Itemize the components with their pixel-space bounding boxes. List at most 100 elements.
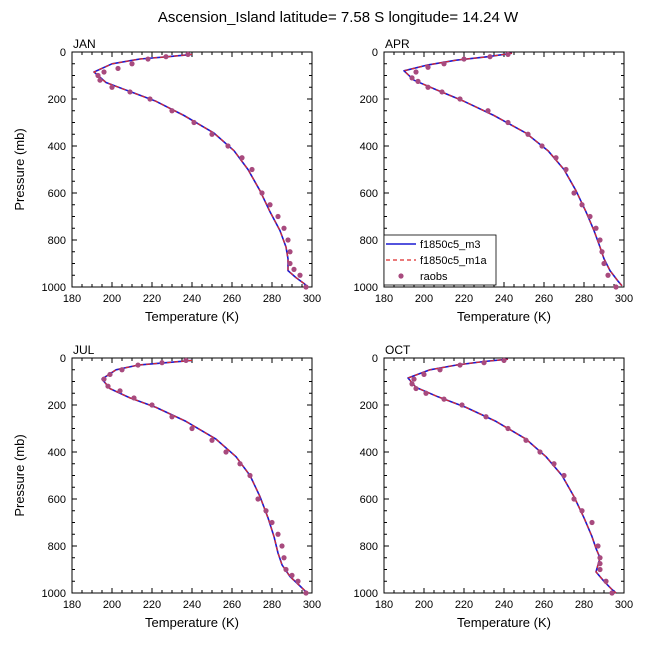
y-tick-label: 400 bbox=[360, 447, 378, 459]
x-tick-label: 220 bbox=[143, 293, 161, 305]
legend-label: raobs bbox=[420, 271, 448, 283]
figure-title: Ascension_Island latitude= 7.58 S longit… bbox=[158, 9, 519, 26]
x-tick-label: 240 bbox=[495, 599, 513, 611]
raobs-point bbox=[105, 383, 111, 389]
raobs-point bbox=[525, 131, 531, 137]
raobs-point bbox=[483, 414, 489, 420]
raobs-point bbox=[461, 56, 467, 62]
raobs-point bbox=[295, 578, 301, 584]
raobs-point bbox=[289, 572, 295, 578]
raobs-point bbox=[597, 566, 603, 573]
raobs-point bbox=[597, 561, 603, 567]
raobs-point bbox=[605, 272, 611, 278]
raobs-point bbox=[185, 51, 191, 57]
x-tick-label: 280 bbox=[263, 293, 281, 305]
raobs-point bbox=[275, 531, 281, 537]
legend-marker-raobs bbox=[398, 273, 404, 279]
plot-frame bbox=[383, 357, 625, 594]
plot-frame bbox=[71, 357, 313, 594]
raobs-point bbox=[275, 213, 281, 220]
x-axis-label: Temperature (K) bbox=[457, 309, 551, 324]
x-tick-label: 300 bbox=[615, 599, 633, 611]
y-tick-label: 0 bbox=[372, 353, 378, 365]
raobs-point bbox=[485, 108, 491, 114]
x-axis-label: Temperature (K) bbox=[145, 615, 239, 630]
raobs-point bbox=[571, 190, 577, 196]
raobs-point bbox=[613, 284, 619, 290]
x-tick-label: 240 bbox=[495, 293, 513, 305]
raobs-point bbox=[597, 555, 603, 561]
raobs-point bbox=[209, 131, 215, 137]
raobs-point bbox=[579, 202, 585, 208]
raobs-point bbox=[601, 260, 607, 267]
raobs-point bbox=[281, 555, 287, 561]
raobs-point bbox=[145, 56, 151, 62]
x-tick-label: 220 bbox=[143, 599, 161, 611]
panel-label: JAN bbox=[73, 37, 96, 51]
y-tick-label: 800 bbox=[360, 541, 378, 553]
raobs-point bbox=[599, 249, 605, 255]
raobs-point bbox=[579, 508, 585, 514]
panel-label: OCT bbox=[385, 343, 411, 357]
raobs-point bbox=[285, 237, 291, 243]
legend-label: f1850c5_m3 bbox=[420, 239, 481, 251]
y-tick-label: 200 bbox=[48, 400, 66, 412]
raobs-point bbox=[117, 388, 123, 394]
y-tick-label: 800 bbox=[360, 235, 378, 247]
raobs-point bbox=[163, 54, 169, 60]
raobs-point bbox=[291, 266, 297, 272]
x-tick-label: 240 bbox=[183, 293, 201, 305]
x-tick-label: 200 bbox=[103, 293, 121, 305]
x-tick-label: 280 bbox=[575, 599, 593, 611]
y-tick-label: 800 bbox=[48, 235, 66, 247]
raobs-point bbox=[523, 437, 529, 443]
raobs-point bbox=[553, 155, 559, 161]
raobs-point bbox=[149, 402, 155, 408]
x-tick-label: 300 bbox=[615, 293, 633, 305]
raobs-point bbox=[609, 590, 615, 596]
raobs-point bbox=[411, 376, 417, 382]
raobs-point bbox=[415, 78, 421, 84]
y-tick-label: 600 bbox=[360, 494, 378, 506]
raobs-point bbox=[303, 284, 309, 290]
raobs-point bbox=[421, 371, 427, 378]
raobs-point bbox=[505, 119, 511, 126]
raobs-point bbox=[501, 357, 507, 363]
y-tick-label: 200 bbox=[48, 94, 66, 106]
panel-jul: 180 200 220 240 260 280 300 0 200 400 600 800 1000 JU… bbox=[12, 343, 321, 630]
raobs-point bbox=[537, 449, 543, 455]
raobs-point bbox=[115, 65, 121, 72]
raobs-point bbox=[441, 396, 447, 402]
raobs-point bbox=[135, 362, 141, 368]
y-tick-label: 600 bbox=[48, 494, 66, 506]
raobs-point bbox=[97, 77, 103, 83]
raobs-point bbox=[107, 371, 113, 378]
raobs-point bbox=[425, 64, 431, 70]
raobs-point bbox=[437, 367, 443, 373]
y-tick-label: 400 bbox=[48, 141, 66, 153]
raobs-point bbox=[159, 360, 165, 366]
f1850c5_m1a-line bbox=[403, 52, 623, 287]
y-tick-label: 600 bbox=[360, 188, 378, 200]
y-tick-label: 1000 bbox=[42, 588, 66, 600]
raobs-point bbox=[189, 425, 195, 432]
x-tick-label: 260 bbox=[223, 293, 241, 305]
raobs-point bbox=[563, 166, 569, 173]
legend-label: f1850c5_m1a bbox=[420, 255, 488, 267]
x-tick-label: 200 bbox=[415, 599, 433, 611]
raobs-point bbox=[413, 69, 419, 75]
raobs-point bbox=[183, 357, 189, 363]
x-tick-label: 180 bbox=[63, 599, 81, 611]
raobs-point bbox=[439, 89, 445, 95]
raobs-point bbox=[209, 437, 215, 443]
raobs-point bbox=[561, 472, 567, 479]
x-tick-label: 280 bbox=[575, 293, 593, 305]
raobs-point bbox=[119, 367, 125, 373]
raobs-point bbox=[459, 402, 465, 408]
raobs-point bbox=[423, 390, 429, 396]
raobs-point bbox=[237, 461, 243, 467]
x-tick-label: 280 bbox=[263, 599, 281, 611]
y-tick-label: 600 bbox=[48, 188, 66, 200]
